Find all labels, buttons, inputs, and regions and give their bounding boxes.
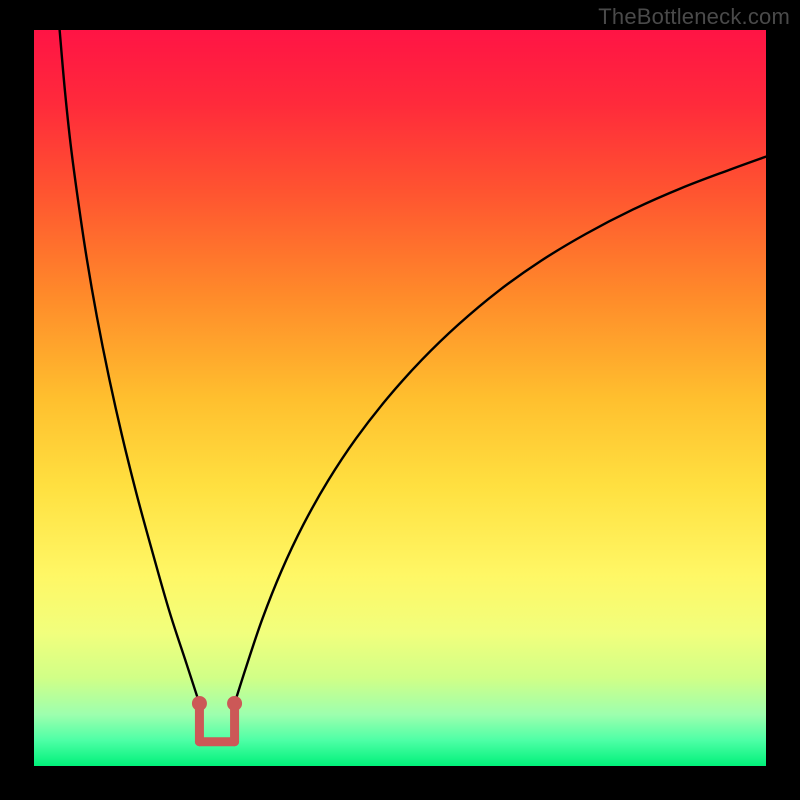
marker-dot-0	[192, 696, 207, 711]
plot-area	[34, 30, 766, 766]
chart-svg	[34, 30, 766, 766]
marker-dot-1	[227, 696, 242, 711]
watermark-text: TheBottleneck.com	[598, 4, 790, 30]
chart-background	[34, 30, 766, 766]
chart-canvas: TheBottleneck.com	[0, 0, 800, 800]
